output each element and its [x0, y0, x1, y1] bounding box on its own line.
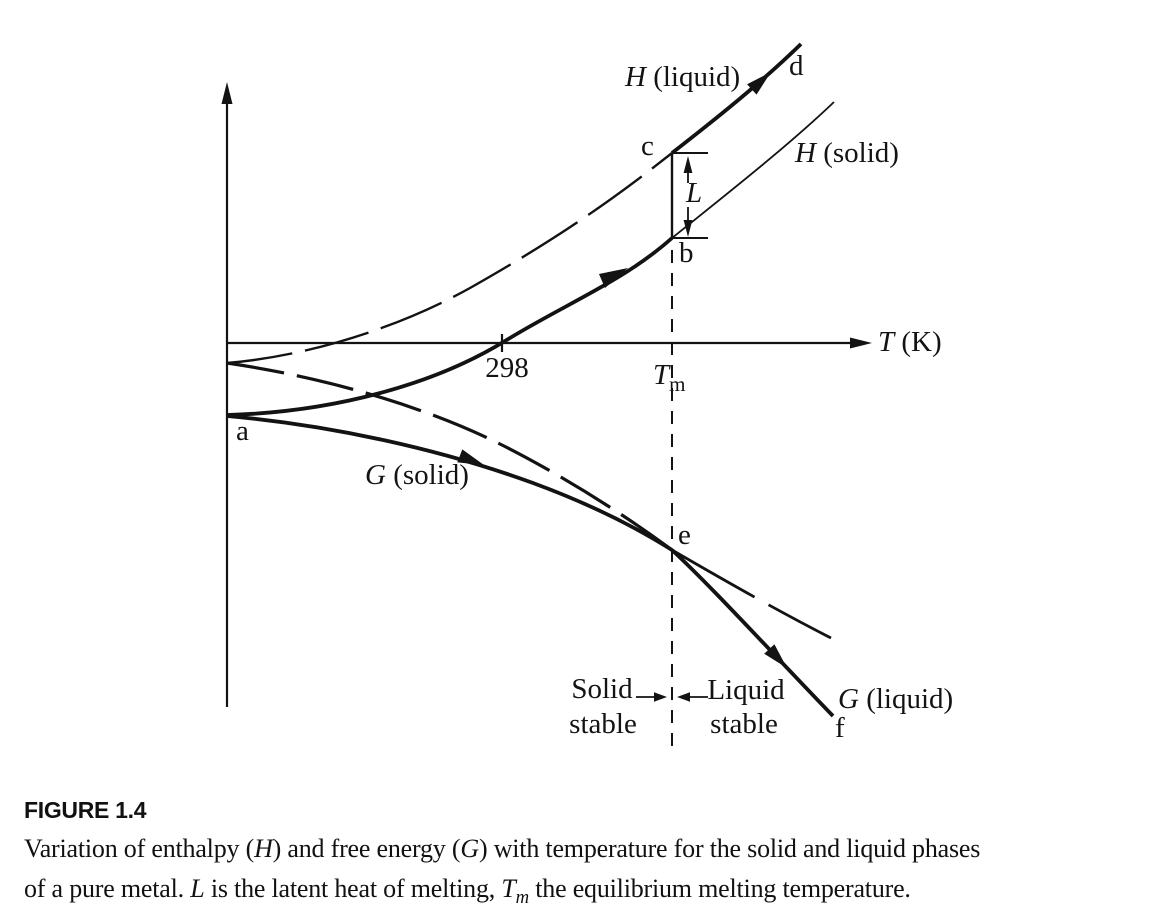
label-point-b: b — [679, 237, 694, 269]
figure-caption: FIGURE 1.4 Variation of enthalpy (H) and… — [24, 797, 1156, 916]
label-liquid-stable-1: Liquid — [707, 674, 785, 706]
solid-stable-arrow-icon — [654, 692, 667, 702]
caption-symbol-g: G — [460, 834, 479, 863]
label-liquid-stable-2: stable — [710, 708, 778, 740]
caption-seg: is the latent heat of melting, — [204, 874, 502, 903]
caption-symbol-t: T — [501, 874, 516, 903]
label-point-a: a — [236, 415, 249, 447]
curve-h-solid-stable — [226, 236, 674, 417]
label-point-f: f — [835, 712, 845, 744]
curve-g-solid-extension — [671, 548, 832, 640]
label-g-solid: G (solid) — [365, 459, 469, 491]
x-axis-arrow-icon — [850, 337, 872, 349]
label-solid-stable-2: stable — [569, 708, 637, 740]
label-tm: Tm — [653, 359, 685, 396]
label-latent-heat: L — [685, 177, 702, 209]
curve-g-solid-stable — [226, 414, 674, 552]
caption-seg: ) and free energy ( — [272, 834, 461, 863]
g-solid-arrow-icon — [457, 449, 484, 465]
latent-heat-down-arrow-icon — [683, 220, 693, 237]
label-h-liquid: H (liquid) — [624, 61, 740, 93]
caption-symbol-tm-sub: m — [515, 887, 530, 909]
label-point-c: c — [641, 130, 654, 162]
liquid-stable-arrow-icon — [677, 692, 690, 702]
caption-seg: ) with temperature for the solid and liq… — [478, 834, 981, 863]
curve-g-liquid-dashed — [226, 361, 673, 552]
label-point-d: d — [789, 50, 804, 82]
caption-symbol-h: H — [254, 834, 273, 863]
h-liquid-arrow-icon — [747, 72, 771, 95]
figure-caption-label: FIGURE 1.4 — [24, 797, 147, 823]
figure-caption-text: Variation of enthalpy (H) and free energ… — [24, 829, 1156, 916]
g-liquid-arrow-icon — [764, 644, 787, 668]
label-298: 298 — [485, 352, 529, 384]
figure-canvas: H (liquid) H (solid) G (solid) G (liquid… — [221, 42, 953, 748]
label-point-e: e — [678, 519, 691, 551]
caption-seg: Variation of enthalpy ( — [24, 834, 255, 863]
curve-g-liquid-stable — [670, 548, 835, 718]
label-solid-stable-1: Solid — [571, 673, 633, 705]
label-g-liquid: G (liquid) — [838, 683, 953, 715]
curve-h-solid-extension — [671, 101, 835, 239]
caption-seg: of a pure metal. — [24, 874, 191, 903]
label-t-axis: T (K) — [878, 326, 942, 358]
h-solid-arrow-icon — [599, 268, 628, 288]
caption-seg: the equilibrium melting temperature. — [528, 874, 911, 903]
curve-h-liquid-dashed — [226, 152, 673, 365]
y-axis-arrow-icon — [221, 82, 233, 104]
caption-symbol-l: L — [190, 874, 205, 903]
label-h-solid: H (solid) — [794, 137, 899, 169]
latent-heat-up-arrow-icon — [683, 156, 693, 173]
curve-h-liquid-stable — [670, 42, 803, 155]
